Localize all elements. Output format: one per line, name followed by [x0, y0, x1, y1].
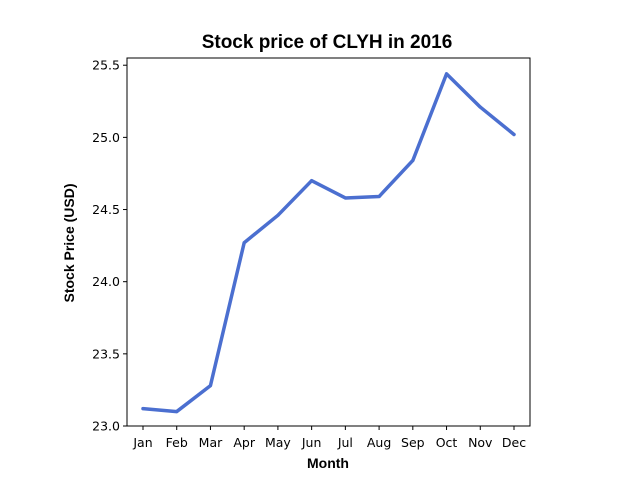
series-group — [141, 72, 516, 414]
x-tick-label: Sep — [401, 435, 425, 450]
data-point-jul — [343, 196, 347, 200]
x-tick-label: Dec — [502, 435, 526, 450]
series-line — [141, 72, 516, 414]
x-axis-label: Month — [307, 455, 349, 471]
y-tick-label: 24.0 — [92, 274, 120, 289]
y-axis-label: Stock Price (USD) — [61, 183, 77, 302]
x-tick-label: Jul — [337, 435, 353, 450]
x-axis: Jan Feb Mar Apr May Jun Jul Aug Sep Oct Nov Dec — [132, 426, 526, 450]
x-tick-label: May — [265, 435, 291, 450]
data-point-aug — [377, 195, 381, 199]
x-tick-label: Jun — [301, 435, 322, 450]
data-point-jun — [310, 179, 314, 183]
y-tick-label: 25.5 — [92, 58, 120, 73]
x-tick-label: Jan — [132, 435, 152, 450]
data-point-jan — [141, 407, 145, 411]
x-tick-label: Oct — [436, 435, 458, 450]
data-point-nov — [478, 105, 482, 109]
x-tick-label: Aug — [367, 435, 391, 450]
y-tick-label: 23.5 — [92, 346, 120, 361]
y-tick-label: 23.0 — [92, 419, 120, 434]
data-point-mar — [208, 384, 212, 388]
x-tick-label: Nov — [468, 435, 493, 450]
chart-title: Stock price of CLYH in 2016 — [202, 32, 453, 53]
data-point-may — [276, 213, 280, 217]
data-point-dec — [512, 132, 516, 136]
y-tick-label: 24.5 — [92, 202, 120, 217]
y-axis: 23.0 23.5 24.0 24.5 25.0 25.5 — [92, 58, 127, 434]
data-point-sep — [411, 158, 415, 162]
data-point-oct — [445, 72, 449, 76]
y-tick-label: 25.0 — [92, 130, 120, 145]
data-point-apr — [242, 241, 246, 245]
x-tick-label: Feb — [166, 435, 188, 450]
data-point-feb — [175, 410, 179, 414]
x-tick-label: Apr — [233, 435, 255, 450]
x-tick-label: Mar — [199, 435, 223, 450]
plot-area-frame — [126, 57, 531, 427]
